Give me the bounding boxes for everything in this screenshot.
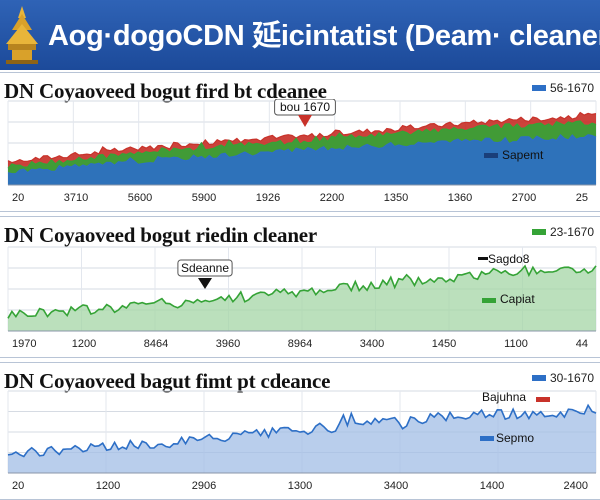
x-tick-label: 1400 [480,480,504,492]
x-tick-label: 1360 [448,192,472,204]
x-tick-label: 5900 [192,192,216,204]
chart-panel-2: DN Coyaoveed bogut riedin cleaner 23-167… [0,216,600,358]
annotation-arrow [298,115,312,127]
annotation-label: Sepmo [496,431,534,445]
x-tick-label: 2400 [564,480,588,492]
chart-2-legend-label: 23-1670 [549,225,594,239]
x-tick-label: 3400 [360,338,384,350]
x-tick-label: 1300 [288,480,312,492]
chart-2-title: DN Coyaoveed bogut riedin cleaner [4,223,318,247]
annotation-marker [478,257,488,260]
annotation-arrow [198,278,212,289]
x-tick-label: 2700 [512,192,536,204]
chart-panel-3: DN Coyaoveed bagut fimt pt cdeance 30-16… [0,362,600,500]
legend-swatch [531,85,546,91]
annotation-marker [536,397,550,402]
page-title: Aog·dogoCDN 延icintatist (Deam· cleaner) [48,20,600,52]
x-tick-label: 8464 [144,338,168,350]
x-tick-label: 3960 [216,338,240,350]
annotation-label: Sagdo8 [488,252,530,266]
x-tick-label: 8964 [288,338,312,350]
chart-1-title: DN Coyaoveed bogut fird bt cdeanee [4,79,327,103]
x-tick-label: 1450 [432,338,456,350]
annotation-label: Sdeanne [181,261,229,275]
x-tick-label: 1100 [504,338,528,350]
chart-1-plot: 20 3710 5600 5900 1926 2200 1350 1360 2700 25 bou … [7,99,597,204]
annotation-marker [480,436,494,441]
series-line-1 [7,120,597,169]
x-tick-label: 1970 [12,338,36,350]
annotation-label: Sapemt [502,148,544,162]
x-tick-label: 1200 [72,338,96,350]
annotation-marker [484,153,498,158]
x-tick-label: 3400 [384,480,408,492]
chart-panel-1: DN Coyaoveed bogut fird bt cdeanee 56-16… [0,72,600,212]
chart-3-title: DN Coyaoveed bagut fimt pt cdeance [4,369,331,393]
x-tick-label: 25 [576,192,588,204]
annotation-label: Bajuhna [482,390,526,404]
x-tick-label: 44 [576,338,588,350]
legend-swatch [531,375,546,381]
chart-3-legend-label: 30-1670 [549,371,594,385]
annotation-label-box [177,259,233,277]
series-line-0 [7,264,597,319]
series-line-0 [7,111,597,164]
series-line-2 [7,134,597,175]
chart-3-legend: 30-1670 [531,371,594,385]
x-tick-label: 3710 [64,192,88,204]
legend-swatch [531,229,546,235]
chart-1-legend-label: 56-1670 [549,81,594,95]
series-area-0 [8,265,596,331]
header-banner: Aog·dogoCDN 延icintatist (Deam· cleaner) [0,0,600,70]
chart-1-legend: 56-1670 [531,81,594,95]
x-tick-label: 20 [12,480,24,492]
annotation-label: bou 1670 [280,100,330,114]
chart-2-legend: 23-1670 [531,225,594,239]
x-tick-label: 1350 [384,192,408,204]
x-tick-label: 2906 [192,480,216,492]
x-tick-label: 2200 [320,192,344,204]
chart-3-plot: 20 1200 2906 1300 3400 1400 2400 Bajuhna Sepmo [7,390,597,492]
series-line-0 [7,403,597,458]
x-tick-label: 5600 [128,192,152,204]
x-tick-label: 1200 [96,480,120,492]
x-tick-label: 1926 [256,192,280,204]
chart-2-plot: 1970 1200 8464 3960 8964 3400 1450 1100 44 Sdeann… [7,246,597,350]
temple-logo-icon [6,6,38,64]
x-tick-label: 20 [12,192,24,204]
series-area-2 [8,134,596,185]
annotation-marker [482,298,496,303]
annotation-label: Capiat [500,292,535,306]
series-area-0 [8,405,596,473]
